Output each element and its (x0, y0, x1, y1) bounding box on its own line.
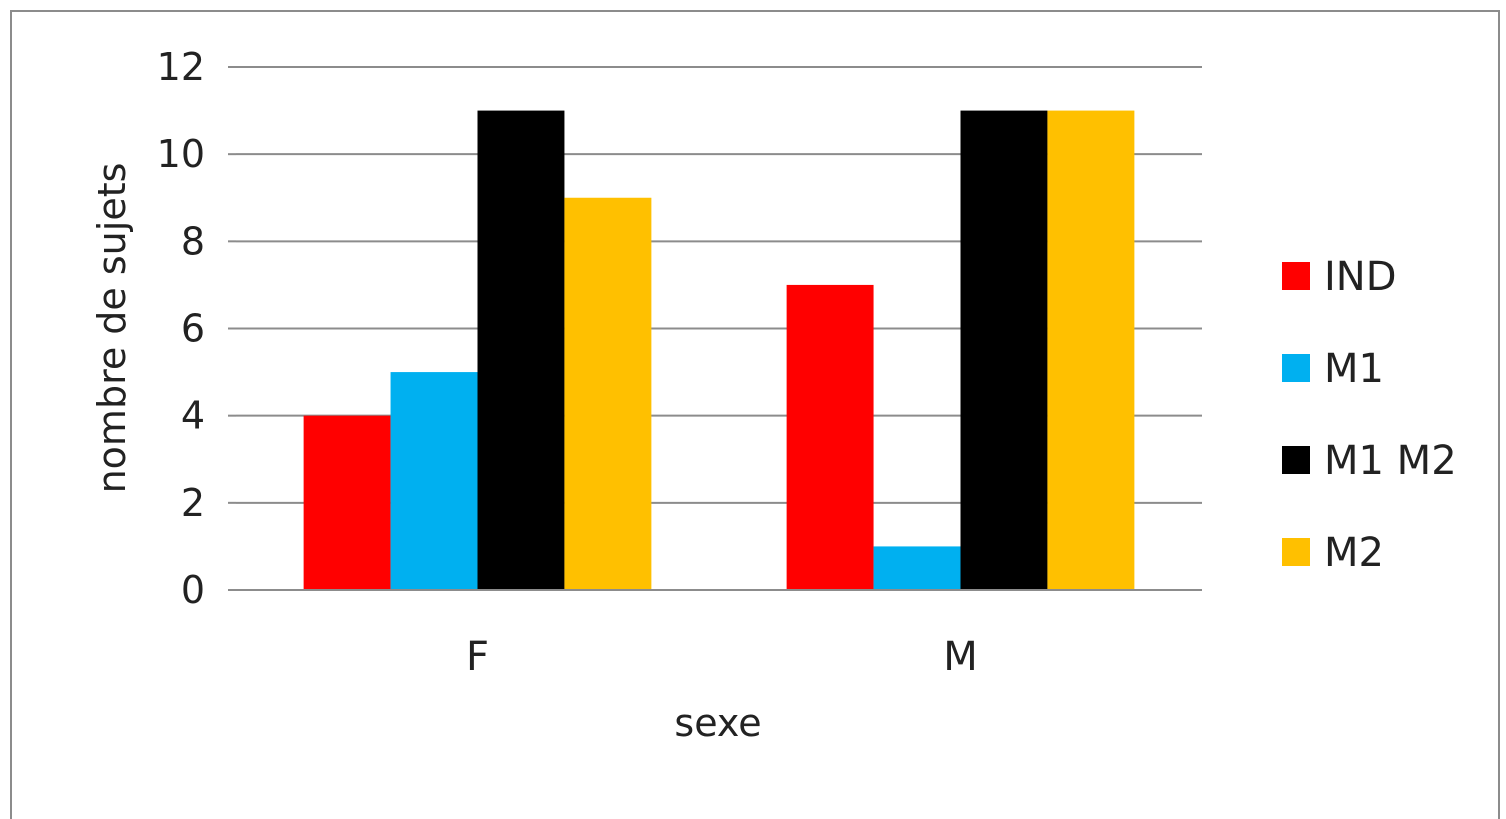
y-tick-label: 0 (181, 568, 205, 612)
bar-m1-f (390, 372, 478, 590)
legend-swatch (1282, 354, 1310, 382)
legend-item: IND (1282, 254, 1397, 300)
y-tick-label: 8 (181, 219, 205, 263)
chart-frame (10, 10, 1500, 819)
y-axis-title: nombre de sujets (90, 163, 134, 494)
bars (303, 110, 1135, 590)
bar-m2-f (564, 197, 652, 590)
legend-swatch (1282, 446, 1310, 474)
bar-m1-m2-m (960, 110, 1048, 590)
x-category-label: M (943, 634, 978, 680)
y-tick-label: 6 (181, 307, 205, 351)
legend-label: IND (1324, 254, 1397, 300)
legend-label: M1 M2 (1324, 438, 1457, 484)
bar-ind-f (303, 415, 391, 590)
y-tick-label: 12 (157, 45, 205, 89)
legend-item: M1 (1282, 346, 1384, 392)
legend: IND M1 M1 M2 M2 (1282, 254, 1457, 576)
legend-item: M1 M2 (1282, 438, 1457, 484)
y-tick-label: 4 (181, 394, 205, 438)
y-tick-label: 10 (157, 132, 205, 176)
x-axis-title: sexe (674, 701, 761, 745)
legend-label: M1 (1324, 346, 1384, 392)
y-tick-label: 2 (181, 481, 205, 525)
x-category-label: F (466, 634, 489, 680)
axes: 0 2 4 6 8 10 12 F M (157, 45, 1202, 680)
bar-m1-m (873, 546, 961, 590)
bar-m1-m2-f (477, 110, 565, 590)
legend-swatch (1282, 262, 1310, 290)
bar-m2-m (1047, 110, 1135, 590)
legend-item: M2 (1282, 530, 1384, 576)
legend-label: M2 (1324, 530, 1384, 576)
legend-swatch (1282, 538, 1310, 566)
bar-ind-m (786, 284, 874, 590)
